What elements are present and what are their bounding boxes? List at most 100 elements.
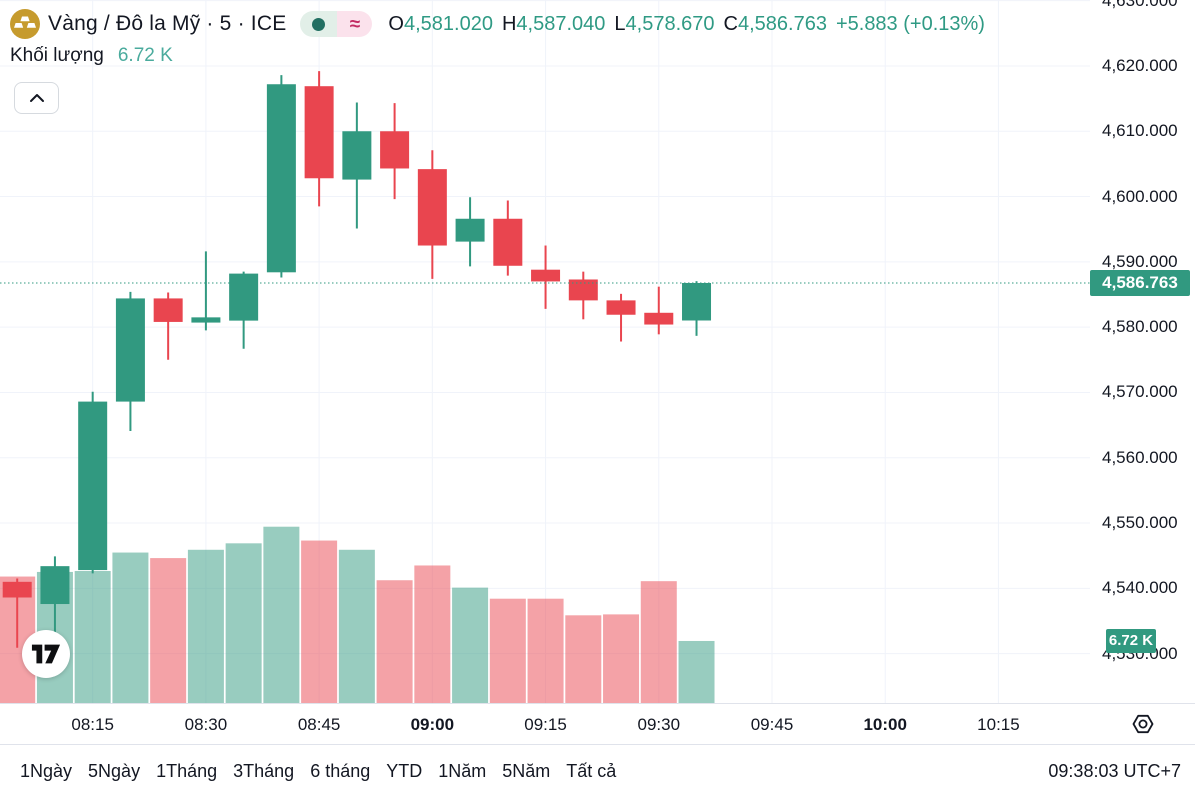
volume-bar[interactable] [338,549,375,703]
close-label: C [723,12,738,35]
low-label: L [614,12,626,35]
price-tick-label: 4,590.000 [1102,251,1178,271]
range-button-1tháng[interactable]: 1Tháng [156,761,218,781]
volume-bar[interactable] [603,614,640,703]
volume-bar[interactable] [301,540,338,703]
volume-bar[interactable] [263,526,300,703]
price-tick-label: 4,620.000 [1102,55,1178,75]
delayed-data-indicator: ≈ [337,11,373,37]
volume-bar[interactable] [74,571,111,703]
volume-bar[interactable] [225,543,262,703]
range-button-5năm[interactable]: 5Năm [502,761,551,781]
candle-body[interactable] [417,169,447,246]
chart-legend: Vàng / Đô la Mỹ · 5 · ICE ≈ O4,581.020 H… [10,8,985,114]
volume-bar[interactable] [452,587,489,703]
open-label: O [388,12,404,35]
close-value: 4,586.763 [737,12,827,35]
price-axis[interactable]: 4,530.000 4,540.000 4,550.000 4,560.000 4,57… [1090,0,1195,703]
time-tick-label: 08:30 [184,714,228,734]
market-status-pill[interactable]: ≈ [300,11,373,37]
chevron-up-icon [29,94,44,102]
volume-bar[interactable] [678,640,715,703]
range-button-5ngày[interactable]: 5Ngày [88,761,141,781]
time-tick-label: 09:15 [524,714,567,734]
range-button-1ngày[interactable]: 1Ngày [20,761,73,781]
candle-body[interactable] [78,401,108,571]
price-tick-label: 4,550.000 [1102,513,1178,533]
volume-label: Khối lượng [10,45,104,66]
range-button-1năm[interactable]: 1Năm [438,761,487,781]
price-tick-label: 4,630.000 [1102,0,1178,10]
volume-bar[interactable] [640,581,677,703]
volume-bar[interactable] [112,552,149,703]
candle-body[interactable] [644,312,674,325]
low-value: 4,578.670 [625,12,715,35]
tradingview-watermark[interactable] [22,630,70,678]
open-value: 4,581.020 [403,12,493,35]
price-tick-label: 4,540.000 [1102,578,1178,598]
candle-body[interactable] [191,317,221,323]
candle-body[interactable] [115,298,145,402]
gold-bars-icon [10,9,40,39]
green-dot-icon [312,17,326,31]
volume-bar[interactable] [414,565,451,703]
volume-badge: 6.72 K [1106,628,1156,653]
candle-body[interactable] [493,218,523,266]
candle-body[interactable] [606,300,636,315]
candle-body[interactable] [40,566,70,605]
volume-bar[interactable] [489,598,526,703]
volume-value: 6.72 K [117,45,173,66]
time-tick-label: 09:30 [637,714,681,734]
volume-bar[interactable] [376,580,413,703]
candle-body[interactable] [342,131,372,180]
candle-body[interactable] [682,282,712,321]
range-button-3tháng[interactable]: 3Tháng [233,761,295,781]
price-tick-label: 4,580.000 [1102,317,1178,337]
candle-body[interactable] [153,298,183,322]
candle-body[interactable] [380,131,410,169]
candle-body[interactable] [304,86,334,179]
last-price-badge: 4,586.763 [1090,269,1190,296]
tradingview-logo [31,644,61,664]
time-tick-label: 09:45 [750,714,794,734]
approx-equals-icon: ≈ [349,13,361,35]
market-open-indicator [300,11,338,37]
range-button-6-tháng[interactable]: 6 tháng [310,761,371,781]
candle-body[interactable] [266,84,296,273]
time-tick-label: 10:15 [977,714,1020,734]
volume-bar[interactable] [187,549,224,703]
price-tick-label: 4,610.000 [1102,121,1178,141]
price-tick-label: 4,600.000 [1102,186,1178,206]
time-tick-label: 08:15 [71,714,114,734]
ohlc-values: O4,581.020 H4,587.040 L4,578.670 C4,586.… [388,13,985,36]
volume-legend: Khối lượng 6.72 K [10,45,985,67]
range-toolbar: 1Ngày 5Ngày 1Tháng 3Tháng 6 tháng YTD 1Năm 5Năm… [0,744,1195,798]
high-value: 4,587.040 [516,12,606,35]
candle-body[interactable] [455,218,485,242]
price-tick-label: 4,570.000 [1102,382,1178,402]
candle-body[interactable] [229,273,259,321]
collapse-legend-button[interactable] [14,82,59,114]
symbol-title[interactable]: Vàng / Đô la Mỹ · 5 · ICE [48,12,287,35]
range-button-tất-cả[interactable]: Tất cả [566,761,617,781]
volume-bar[interactable] [150,558,187,703]
volume-bar[interactable] [527,598,564,703]
candle-body[interactable] [2,581,32,598]
time-axis[interactable]: 08:15 08:30 08:45 09:00 09:15 09:30 09:45 10:00… [0,703,1195,745]
candle-body[interactable] [531,269,561,282]
candlestick-canvas[interactable] [0,0,1090,703]
time-tick-label: 08:45 [297,714,341,734]
high-label: H [501,12,517,35]
price-change: +5.883 (+0.13%) [835,12,985,35]
price-tick-label: 4,560.000 [1102,447,1178,467]
candle-body[interactable] [568,279,598,301]
price-chart-area[interactable]: Vàng / Đô la Mỹ · 5 · ICE ≈ O4,581.020 H… [0,0,1090,703]
volume-bar[interactable] [565,615,602,703]
time-tick-label: 10:00 [863,714,907,734]
range-button-ytd[interactable]: YTD [386,761,423,781]
hexagon-settings-icon[interactable] [1128,709,1158,739]
range-buttons: 1Ngày 5Ngày 1Tháng 3Tháng 6 tháng YTD 1Năm 5Năm… [12,755,624,788]
time-tick-label: 09:00 [410,714,455,734]
clock-timezone[interactable]: 09:38:03 UTC+7 [1048,761,1181,781]
